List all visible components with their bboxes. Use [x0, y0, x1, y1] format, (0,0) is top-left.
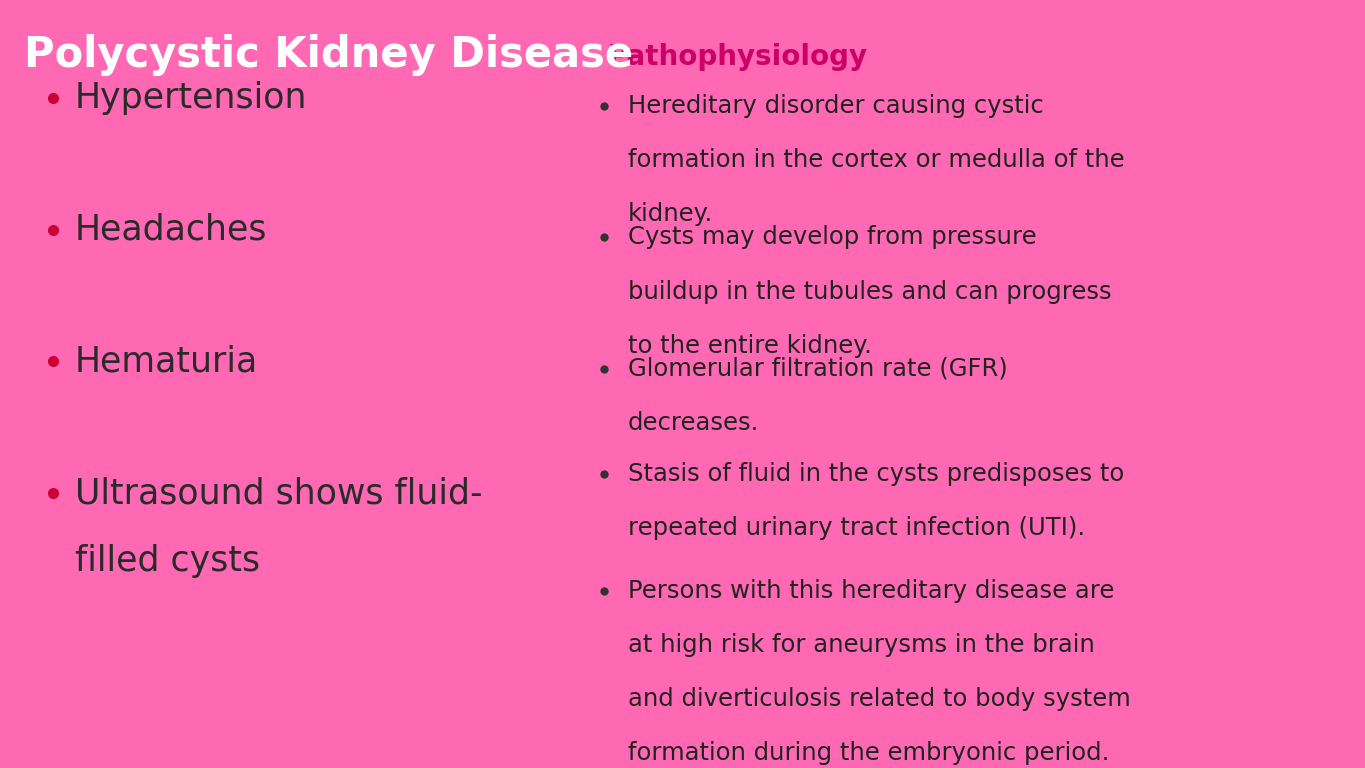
Text: and diverticulosis related to body system: and diverticulosis related to body syste… — [628, 687, 1130, 711]
Text: formation during the embryonic period.: formation during the embryonic period. — [628, 741, 1108, 765]
Text: Glomerular filtration rate (GFR): Glomerular filtration rate (GFR) — [628, 357, 1007, 381]
Text: Hematuria: Hematuria — [75, 344, 258, 379]
Text: Hypertension: Hypertension — [75, 81, 307, 115]
Text: formation in the cortex or medulla of the: formation in the cortex or medulla of th… — [628, 148, 1125, 172]
Text: Hereditary disorder causing cystic: Hereditary disorder causing cystic — [628, 94, 1043, 118]
Text: Polycystic Kidney Disease: Polycystic Kidney Disease — [25, 35, 633, 76]
Text: Headaches: Headaches — [75, 213, 268, 247]
Text: Persons with this hereditary disease are: Persons with this hereditary disease are — [628, 579, 1114, 603]
Text: repeated urinary tract infection (UTI).: repeated urinary tract infection (UTI). — [628, 516, 1085, 541]
Text: Cysts may develop from pressure: Cysts may develop from pressure — [628, 225, 1036, 250]
Text: to the entire kidney.: to the entire kidney. — [628, 333, 871, 358]
Text: buildup in the tubules and can progress: buildup in the tubules and can progress — [628, 280, 1111, 303]
Text: at high risk for aneurysms in the brain: at high risk for aneurysms in the brain — [628, 633, 1095, 657]
Text: Pathophysiology: Pathophysiology — [607, 43, 868, 71]
Text: filled cysts: filled cysts — [75, 544, 261, 578]
Text: kidney.: kidney. — [628, 202, 713, 226]
Text: Ultrasound shows fluid-: Ultrasound shows fluid- — [75, 476, 483, 510]
Text: decreases.: decreases. — [628, 411, 759, 435]
Text: Stasis of fluid in the cysts predisposes to: Stasis of fluid in the cysts predisposes… — [628, 462, 1123, 486]
